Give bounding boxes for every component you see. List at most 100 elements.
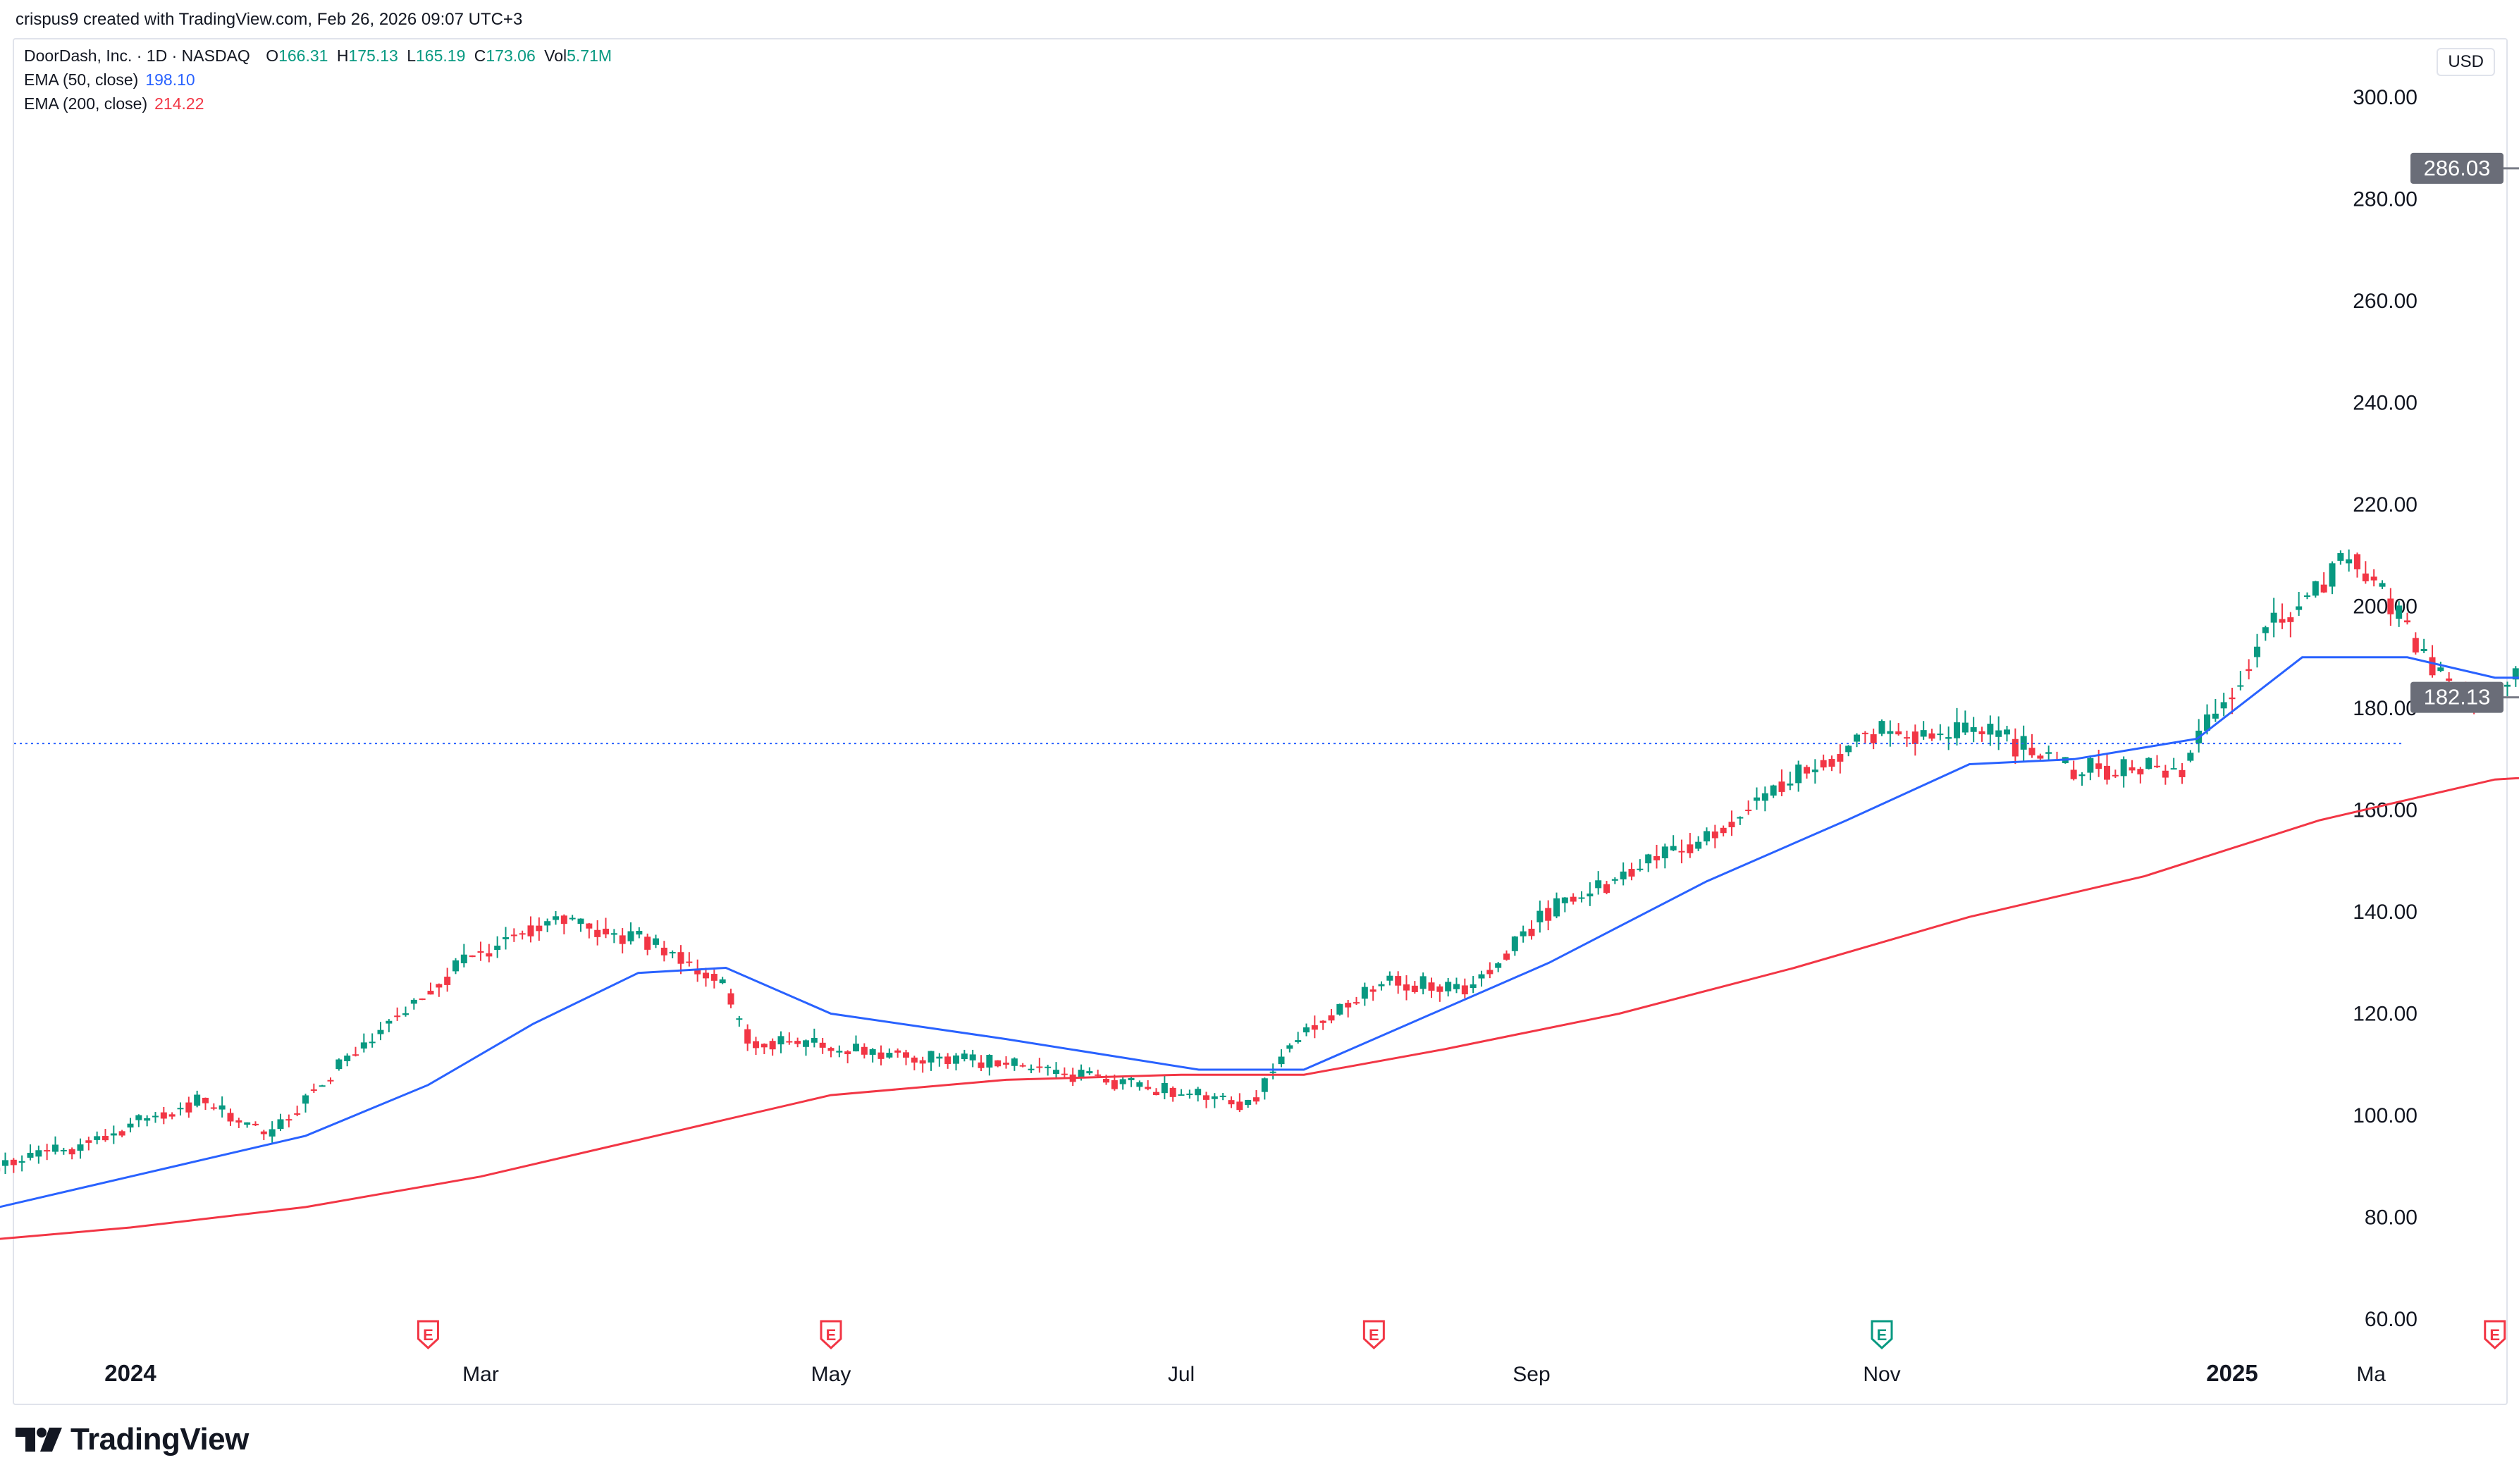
candle-body: [777, 1036, 784, 1045]
candle-body: [1737, 817, 1744, 819]
candle-body: [1795, 765, 1802, 784]
candle-body: [2145, 758, 2152, 769]
candle-body: [644, 936, 651, 950]
candle-body: [736, 1018, 743, 1020]
candle-body: [503, 937, 509, 939]
candle-body: [594, 929, 601, 937]
attribution-text: crispus9 created with TradingView.com, F…: [16, 10, 523, 29]
high-value: 175.13: [348, 47, 398, 65]
candle-body: [1995, 730, 2002, 737]
candle-body: [94, 1136, 101, 1140]
candle-body: [436, 984, 443, 988]
candle-body: [744, 1029, 751, 1044]
candle-body: [244, 1122, 251, 1125]
candle-body: [853, 1044, 859, 1052]
candle-body: [1261, 1078, 1268, 1092]
candle-body: [560, 915, 567, 925]
candle-body: [1811, 769, 1818, 772]
candle-body: [1078, 1070, 1085, 1078]
price-level-label: 182.13: [2424, 685, 2491, 710]
candle-body: [1895, 731, 1902, 735]
candle-body: [1395, 976, 1402, 986]
candle-body: [1611, 879, 1618, 881]
candle-body: [2137, 769, 2144, 774]
ema50-legend[interactable]: EMA (50, close) 198.10: [24, 70, 195, 89]
candle-body: [1361, 987, 1368, 999]
candle-body: [1136, 1082, 1143, 1087]
candle-body: [1670, 846, 1677, 851]
candle-body: [1336, 1003, 1343, 1015]
candle-body: [1295, 1040, 1302, 1042]
candle-body: [2104, 765, 2110, 780]
ema200-line: [0, 777, 2519, 1240]
candle-body: [519, 933, 526, 935]
candle-body: [144, 1118, 151, 1121]
candle-body: [344, 1056, 351, 1062]
candle-body: [1945, 737, 1952, 739]
candle-body: [260, 1131, 267, 1134]
candle-body: [1778, 781, 1785, 792]
candle-body: [819, 1042, 826, 1048]
candle-body: [135, 1115, 142, 1120]
tradingview-logo[interactable]: TradingView: [16, 1422, 249, 1457]
candle-body: [978, 1062, 985, 1068]
candle-body: [2087, 758, 2094, 773]
candle-body: [1528, 929, 1535, 936]
candle-body: [1303, 1027, 1310, 1033]
candle-body: [553, 916, 559, 920]
candle-body: [2396, 605, 2403, 619]
candle-body: [1153, 1092, 1159, 1096]
candle-body: [1411, 985, 1418, 992]
candle-body: [469, 955, 476, 958]
candle-body: [928, 1051, 935, 1063]
candle-body: [627, 931, 634, 941]
candle-body: [194, 1094, 201, 1106]
candle-body: [1286, 1045, 1293, 1049]
currency-button[interactable]: USD: [2437, 48, 2495, 76]
candle-body: [1486, 970, 1493, 975]
candle-body: [1770, 785, 1777, 796]
y-tick-label: 140.00: [2353, 901, 2418, 924]
candle-body: [1103, 1079, 1109, 1083]
candle-body: [836, 1051, 843, 1053]
candle-body: [1695, 841, 1702, 849]
candle-body: [936, 1056, 943, 1059]
candle-body: [1353, 1002, 1360, 1004]
open-value: 166.31: [278, 47, 328, 65]
candle-body: [168, 1114, 175, 1117]
candle-body: [903, 1052, 909, 1058]
candle-body: [1119, 1079, 1126, 1084]
y-tick-label: 120.00: [2353, 1003, 2418, 1026]
candle-body: [2204, 714, 2210, 731]
candle-body: [603, 928, 609, 935]
y-tick-label: 300.00: [2353, 86, 2418, 109]
candle-body: [1086, 1071, 1093, 1074]
candle-body: [1328, 1015, 1335, 1021]
candle-body: [369, 1041, 376, 1044]
open-key: O: [266, 47, 279, 65]
candle-body: [1553, 898, 1560, 917]
candle-body: [1503, 953, 1510, 960]
candle-body: [2370, 576, 2377, 581]
candle-body: [2329, 563, 2336, 587]
candle-body: [1928, 733, 1935, 739]
candle-body: [1637, 868, 1644, 870]
candle-body: [18, 1161, 25, 1163]
earnings-label: E: [423, 1326, 433, 1344]
candle-body: [527, 925, 534, 936]
candle-body: [844, 1051, 851, 1055]
candle-body: [753, 1041, 759, 1049]
candle-body: [2028, 748, 2035, 755]
x-tick-label: May: [811, 1363, 851, 1386]
candle-body: [2012, 738, 2019, 757]
y-tick-label: 220.00: [2353, 493, 2418, 517]
candle-body: [1445, 982, 1452, 991]
candle-body: [1145, 1087, 1152, 1089]
candle-body: [152, 1115, 159, 1118]
ema200-legend[interactable]: EMA (200, close) 214.22: [24, 94, 204, 113]
candle-body: [2287, 617, 2294, 622]
chart-panel[interactable]: [13, 38, 2508, 1405]
candle-body: [269, 1129, 276, 1137]
candle-body: [419, 998, 426, 1001]
